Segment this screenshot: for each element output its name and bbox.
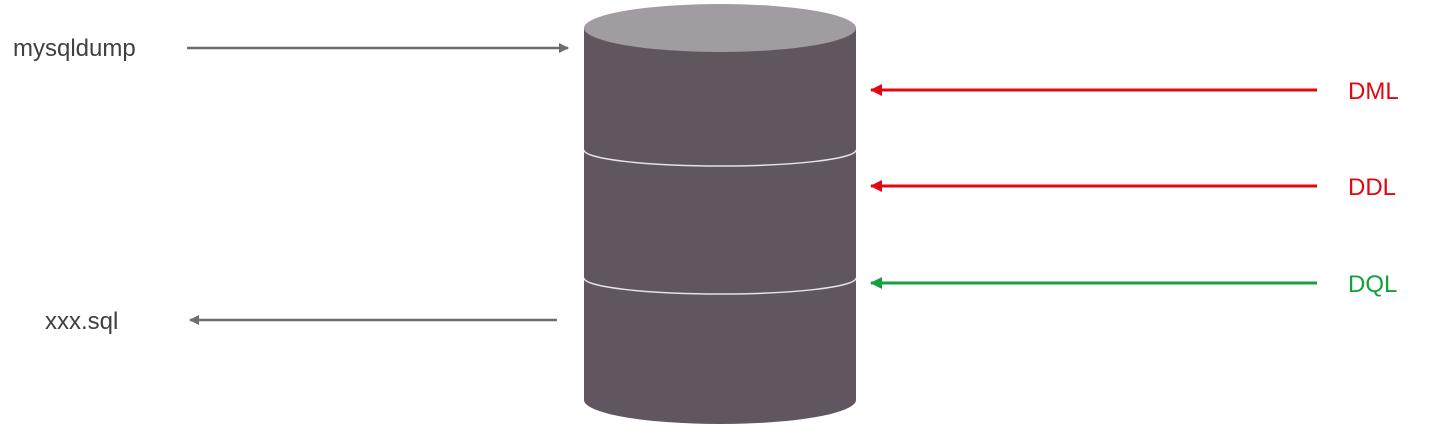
cylinder-band-2: [583, 277, 857, 295]
cylinder-body: [584, 28, 856, 424]
database-cylinder-icon: [583, 4, 857, 424]
dml-label: DML: [1348, 78, 1399, 105]
ddl-label: DDL: [1348, 174, 1396, 201]
cylinder-top: [584, 4, 856, 52]
xxx-sql-label: xxx.sql: [45, 308, 118, 335]
cylinder-band-1: [583, 149, 857, 167]
mysqldump-label: mysqldump: [13, 35, 136, 62]
dql-label: DQL: [1348, 271, 1397, 298]
